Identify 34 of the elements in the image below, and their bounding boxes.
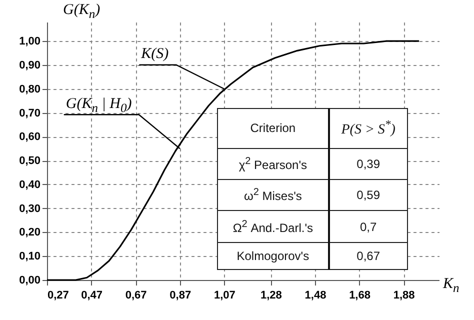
annotation: K(S): [141, 46, 169, 63]
x-tick-label: 1,28: [260, 290, 282, 302]
y-tick-label: 0,80: [19, 83, 40, 96]
y-tick-label: 0,70: [19, 107, 40, 120]
x-tick-label: 0,87: [170, 290, 192, 302]
annotation: P(S > S$^{*}$): [328, 108, 408, 148]
annotation: ω$^{2}$ Mises's: [218, 180, 329, 211]
y-tick-label: 1,00: [19, 36, 40, 48]
y-tick-label: 0,20: [19, 226, 40, 239]
x-tick-label: 1,88: [393, 290, 415, 302]
annotation: 0,7: [328, 210, 408, 242]
annotation: Kolmogorov's: [218, 242, 329, 270]
y-tick-label: 0,10: [19, 250, 40, 263]
y-tick-label: 0,90: [19, 60, 40, 72]
annotation: G(K$_{n}$ | H$_{0}$): [66, 96, 132, 116]
y-tick-label: 0,50: [19, 155, 40, 168]
annotation: 0,39: [328, 148, 408, 180]
x-tick-label: 1,68: [349, 290, 370, 302]
y-tick-label: 0,30: [19, 202, 40, 215]
x-tick-label: 0,67: [125, 290, 147, 302]
x-tick-label: 1,07: [214, 290, 236, 302]
y-axis-title: G(K$_{n}$): [63, 2, 100, 22]
x-tick-label: 0,47: [81, 290, 103, 302]
annotation: Criterion: [218, 108, 329, 148]
x-tick-label: 0,27: [48, 290, 69, 302]
annotation: χ$^{2}$ Pearson's: [218, 148, 329, 180]
annotation: Ω$^{2}$ And.-Darl.'s: [218, 210, 329, 242]
y-tick-label: 0,60: [19, 131, 40, 144]
x-axis-title: K$_{n}$: [443, 276, 460, 296]
x-tick-label: 1,48: [304, 290, 326, 302]
y-tick-label: 0,00: [19, 274, 40, 286]
annotation: 0,67: [328, 242, 408, 270]
y-tick-label: 0,40: [19, 178, 40, 191]
annotation: 0,59: [328, 180, 408, 211]
